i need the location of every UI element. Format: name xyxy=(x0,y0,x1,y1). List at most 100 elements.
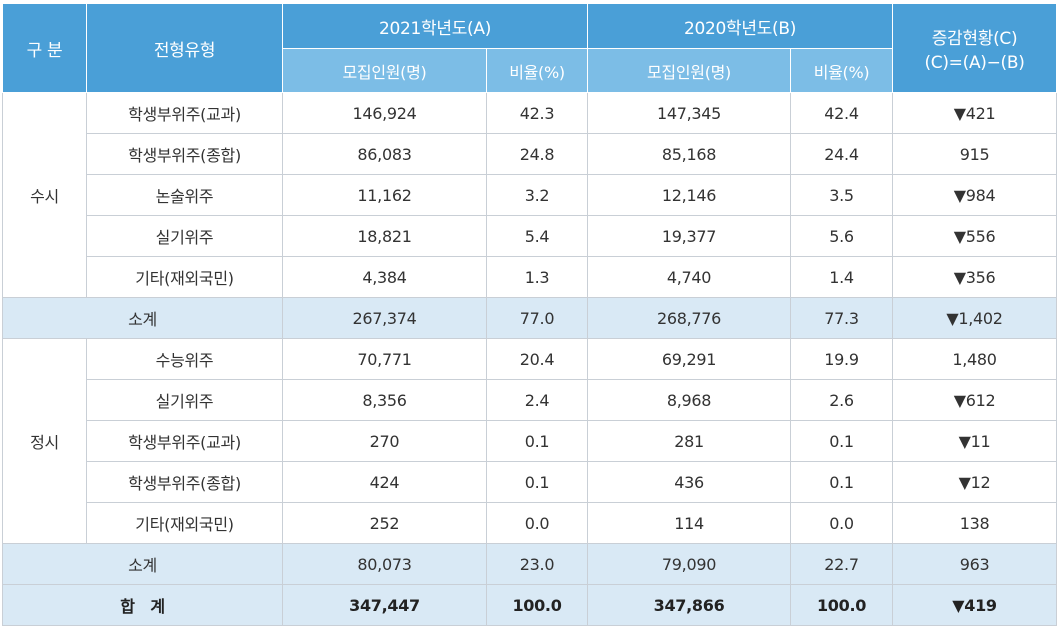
b-ratio-cell: 5.6 xyxy=(790,215,894,257)
table-row: 수시 학생부위주(교과) 146,924 42.3 147,345 42.4 ▼… xyxy=(2,92,1058,298)
type-cell: 논술위주 xyxy=(86,174,283,216)
header-change: 증감현황(C) (C)=(A)−(B) xyxy=(892,3,1058,93)
b-count-cell: 12,146 xyxy=(587,174,792,216)
change-cell: ▼356 xyxy=(892,256,1058,298)
subheader-row: 모집인원(명) 비율(%) 모집인원(명) 비율(%) xyxy=(3,48,1057,93)
change-cell: ▼11 xyxy=(892,420,1058,462)
b-count-cell: 8,968 xyxy=(587,379,792,421)
b-count-cell: 69,291 xyxy=(587,338,792,380)
header-change-line2: (C)=(A)−(B) xyxy=(924,52,1025,73)
a-ratio-cell: 23.0 xyxy=(485,543,589,585)
a-count-cell: 347,447 xyxy=(282,584,487,626)
a-ratio-cell: 0.1 xyxy=(485,461,589,503)
b-ratio-cell: 1.4 xyxy=(790,256,894,298)
type-cell: 실기위주 xyxy=(86,215,283,257)
a-ratio-cell: 0.0 xyxy=(485,502,589,544)
change-cell: ▼419 xyxy=(892,584,1058,626)
b-count-cell: 4,740 xyxy=(587,256,792,298)
subtotal-row-susi: 소계 267,374 77.0 268,776 77.3 ▼1,402 xyxy=(2,297,1058,339)
a-count-cell: 18,821 xyxy=(282,215,487,257)
header-year-b: 2020학년도(B) xyxy=(587,3,894,49)
table-row: 실기위주 8,356 2.4 8,968 2.6 ▼612 xyxy=(3,379,1058,421)
a-ratio-cell: 100.0 xyxy=(485,584,589,626)
header-a-recruit: 모집인원(명) xyxy=(282,48,487,93)
a-count-cell: 146,924 xyxy=(282,92,487,134)
b-ratio-cell: 24.4 xyxy=(790,133,894,175)
a-count-cell: 70,771 xyxy=(282,338,487,380)
subtotal-label: 소계 xyxy=(2,297,283,339)
type-cell: 기타(재외국민) xyxy=(86,256,283,298)
table-row: 학생부위주(종합) 86,083 24.8 85,168 24.4 915 xyxy=(3,133,1058,175)
table-row: 학생부위주(종합) 424 0.1 436 0.1 ▼12 xyxy=(3,461,1058,503)
total-row: 합 계 347,447 100.0 347,866 100.0 ▼419 xyxy=(2,584,1058,626)
table-row: 실기위주 18,821 5.4 19,377 5.6 ▼556 xyxy=(3,215,1058,257)
a-count-cell: 4,384 xyxy=(282,256,487,298)
a-count-cell: 267,374 xyxy=(282,297,487,339)
header-change-line1: 증감현황(C) xyxy=(931,28,1018,49)
type-cell: 실기위주 xyxy=(86,379,283,421)
type-cell: 학생부위주(종합) xyxy=(86,133,283,175)
b-count-cell: 79,090 xyxy=(587,543,792,585)
a-ratio-cell: 42.3 xyxy=(485,92,589,134)
table-row: 학생부위주(교과) 270 0.1 281 0.1 ▼11 xyxy=(3,420,1058,462)
a-ratio-cell: 24.8 xyxy=(485,133,589,175)
header-year-a: 2021학년도(A) xyxy=(281,3,589,49)
a-count-cell: 11,162 xyxy=(282,174,487,216)
table-row: 기타(재외국민) 4,384 1.3 4,740 1.4 ▼356 xyxy=(3,256,1058,298)
subtotal-label: 소계 xyxy=(2,543,283,585)
b-ratio-cell: 77.3 xyxy=(790,297,894,339)
change-cell: ▼421 xyxy=(892,92,1058,134)
a-count-cell: 270 xyxy=(282,420,487,462)
b-count-cell: 281 xyxy=(587,420,792,462)
type-cell: 학생부위주(교과) xyxy=(86,92,283,134)
b-ratio-cell: 19.9 xyxy=(790,338,894,380)
b-count-cell: 268,776 xyxy=(587,297,792,339)
a-count-cell: 80,073 xyxy=(282,543,487,585)
change-cell: ▼612 xyxy=(892,379,1058,421)
a-ratio-cell: 0.1 xyxy=(485,420,589,462)
b-count-cell: 19,377 xyxy=(587,215,792,257)
b-ratio-cell: 0.1 xyxy=(790,461,894,503)
group-label-jeongsi: 정시 xyxy=(2,338,87,544)
change-cell: 1,480 xyxy=(892,338,1058,380)
a-ratio-cell: 77.0 xyxy=(485,297,589,339)
a-ratio-cell: 5.4 xyxy=(485,215,589,257)
b-ratio-cell: 0.0 xyxy=(790,502,894,544)
table-row: 기타(재외국민) 252 0.0 114 0.0 138 xyxy=(3,502,1058,544)
b-ratio-cell: 2.6 xyxy=(790,379,894,421)
header-b-recruit: 모집인원(명) xyxy=(587,48,792,93)
change-cell: 915 xyxy=(892,133,1058,175)
total-label: 합 계 xyxy=(2,584,283,626)
b-count-cell: 436 xyxy=(587,461,792,503)
a-ratio-cell: 3.2 xyxy=(485,174,589,216)
a-ratio-cell: 20.4 xyxy=(485,338,589,380)
a-ratio-cell: 1.3 xyxy=(485,256,589,298)
b-count-cell: 114 xyxy=(587,502,792,544)
change-cell: ▼12 xyxy=(892,461,1058,503)
a-ratio-cell: 2.4 xyxy=(485,379,589,421)
a-count-cell: 424 xyxy=(282,461,487,503)
b-ratio-cell: 0.1 xyxy=(790,420,894,462)
type-cell: 학생부위주(교과) xyxy=(86,420,283,462)
subtotal-row-jeongsi: 소계 80,073 23.0 79,090 22.7 963 xyxy=(2,543,1058,585)
header-category: 구 분 xyxy=(2,3,87,93)
header-b-ratio: 비율(%) xyxy=(790,48,894,93)
b-ratio-cell: 22.7 xyxy=(790,543,894,585)
change-cell: ▼984 xyxy=(892,174,1058,216)
b-count-cell: 85,168 xyxy=(587,133,792,175)
change-cell: 138 xyxy=(892,502,1058,544)
change-cell: 963 xyxy=(892,543,1058,585)
b-ratio-cell: 100.0 xyxy=(790,584,894,626)
type-cell: 기타(재외국민) xyxy=(86,502,283,544)
b-ratio-cell: 42.4 xyxy=(790,92,894,134)
b-count-cell: 347,866 xyxy=(587,584,792,626)
type-cell: 학생부위주(종합) xyxy=(86,461,283,503)
a-count-cell: 86,083 xyxy=(282,133,487,175)
b-ratio-cell: 3.5 xyxy=(790,174,894,216)
group-label-susi: 수시 xyxy=(2,92,87,298)
admissions-table: 구 분 전형유형 2021학년도(A) 2020학년도(B) 증감현황(C) (… xyxy=(2,3,1058,626)
a-count-cell: 252 xyxy=(282,502,487,544)
table-row: 정시 수능위주 70,771 20.4 69,291 19.9 1,480 xyxy=(2,338,1058,544)
header-type: 전형유형 xyxy=(86,3,283,93)
change-cell: ▼1,402 xyxy=(892,297,1058,339)
